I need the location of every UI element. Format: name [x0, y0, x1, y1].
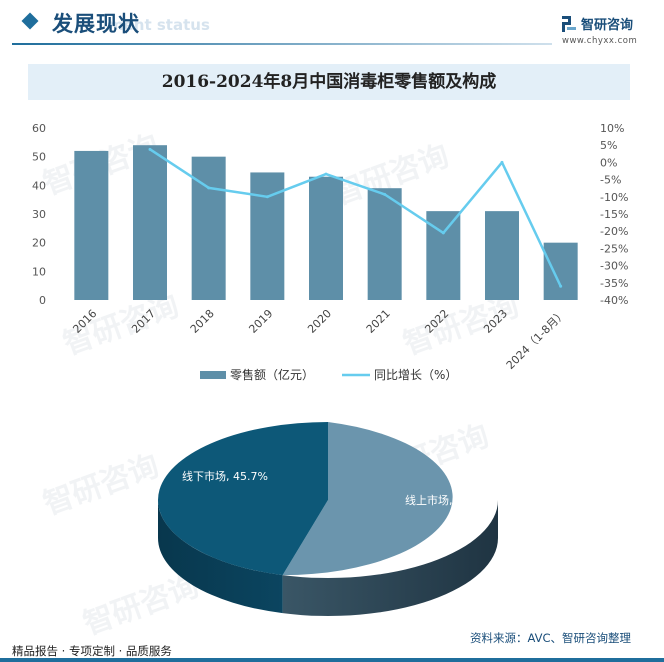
legend-swatch-bar — [200, 371, 226, 379]
y-left-tick-label: 0 — [39, 294, 46, 307]
line-point — [324, 172, 328, 176]
series-line-yoy — [149, 148, 562, 287]
line-point — [265, 195, 269, 199]
y-right-tick-label: -25% — [600, 242, 628, 255]
brand: 智研咨询 www.chyxx.com — [562, 14, 658, 48]
y-right-tick-label: 10% — [600, 122, 624, 135]
y-left-tick-label: 30 — [32, 208, 46, 221]
footer-tagline: 精品报告 · 专项定制 · 品质服务 — [12, 644, 172, 658]
y-right-tick-label: 0% — [600, 156, 617, 169]
diamond-icon — [21, 12, 39, 30]
x-tick-label: 2018 — [188, 307, 217, 336]
bar — [367, 188, 402, 300]
bar — [133, 145, 167, 300]
brand-url: www.chyxx.com — [562, 36, 638, 46]
pie-label-online: 线上市场, 54.3% — [405, 493, 491, 507]
chart-title-bar: 2016-2024年8月中国消毒柜零售额及构成 — [28, 64, 630, 100]
bar — [543, 242, 578, 300]
chart-title: 2016-2024年8月中国消毒柜零售额及构成 — [161, 72, 497, 92]
line-point — [500, 160, 504, 164]
y-right-tick-label: -15% — [600, 208, 628, 221]
combo-chart: 0 10 20 30 40 50 60 10% 5% 0% -5% -10% -15% -20% -25% -… — [32, 122, 628, 382]
header-divider — [12, 43, 552, 45]
pie-slice-offline — [158, 422, 328, 576]
y-right-tick-label: -20% — [600, 225, 628, 238]
y-right-tick-label: -35% — [600, 277, 628, 290]
y-left-tick-label: 40 — [32, 179, 46, 192]
x-tick-label: 2019 — [246, 307, 275, 336]
header-ghost-text: ment status — [108, 16, 210, 34]
y-left-tick-label: 60 — [32, 122, 46, 135]
pie-side-online — [282, 500, 498, 616]
x-tick-label: 2021 — [364, 307, 393, 336]
y-right-tick-label: -30% — [600, 260, 628, 273]
bar — [191, 156, 226, 300]
y-left-tick-label: 10 — [32, 265, 46, 278]
legend-label-bar: 零售额（亿元） — [230, 367, 314, 382]
x-tick-label: 2024（1-8月） — [504, 307, 569, 372]
footer-source: 资料来源：AVC、智研咨询整理 — [470, 631, 632, 645]
x-tick-label: 2017 — [129, 307, 158, 336]
x-tick-label: 2016 — [70, 307, 99, 336]
brand-logo-icon — [562, 16, 576, 32]
line-point — [383, 192, 387, 196]
footer-bar — [0, 658, 664, 662]
line-point — [559, 284, 563, 288]
pie-label-offline: 线下市场, 45.7% — [182, 469, 268, 483]
y-right-tick-label: -5% — [600, 174, 621, 187]
pie-slice-online — [282, 422, 453, 576]
line-point — [441, 231, 445, 235]
pie-chart: 线上市场, 54.3% 线下市场, 45.7% — [158, 422, 498, 616]
line-point — [148, 147, 152, 151]
x-tick-label: 2023 — [481, 307, 510, 336]
y-right-tick-label: -40% — [600, 294, 628, 307]
line-point — [207, 186, 211, 190]
bar — [485, 211, 519, 300]
page-title: 发展现状 — [52, 12, 140, 36]
y-right-tick-label: -10% — [600, 191, 628, 204]
bar — [74, 150, 109, 300]
page-header: ment status 发展现状 智研咨询 www.chyxx.com — [0, 0, 664, 48]
y-left-tick-label: 20 — [32, 237, 46, 250]
pie-side-offline — [158, 500, 283, 614]
bar — [309, 176, 343, 300]
x-tick-label: 2020 — [305, 307, 334, 336]
brand-name: 智研咨询 — [581, 18, 634, 33]
y-left-tick-label: 50 — [32, 151, 46, 164]
x-tick-label: 2022 — [422, 307, 451, 336]
legend-label-line: 同比增长（%） — [374, 368, 457, 382]
y-right-tick-label: 5% — [600, 139, 617, 152]
